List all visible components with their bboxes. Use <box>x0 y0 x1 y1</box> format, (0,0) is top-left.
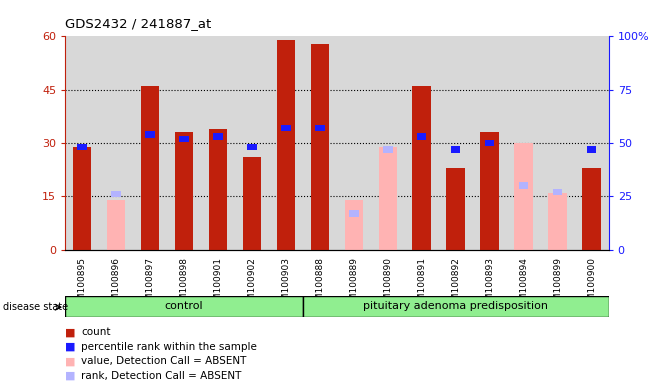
Bar <box>485 140 495 146</box>
Bar <box>107 200 126 250</box>
Bar <box>174 132 193 250</box>
Bar <box>480 132 499 250</box>
Text: pituitary adenoma predisposition: pituitary adenoma predisposition <box>363 301 548 311</box>
Bar <box>519 182 529 189</box>
Bar <box>208 129 227 250</box>
Bar <box>315 125 325 131</box>
Bar <box>548 193 567 250</box>
Bar <box>344 200 363 250</box>
Text: percentile rank within the sample: percentile rank within the sample <box>81 342 257 352</box>
Bar <box>141 86 159 250</box>
Bar <box>73 147 91 250</box>
Text: ■: ■ <box>65 371 76 381</box>
Bar <box>65 296 303 317</box>
Bar <box>311 44 329 250</box>
Text: ■: ■ <box>65 342 76 352</box>
Bar <box>413 86 431 250</box>
Bar <box>514 143 533 250</box>
Bar <box>277 40 296 250</box>
Bar <box>111 191 120 197</box>
Bar <box>214 134 223 140</box>
Bar <box>281 125 290 131</box>
Bar <box>145 131 155 138</box>
Text: count: count <box>81 327 111 337</box>
Bar <box>247 144 256 151</box>
Text: ■: ■ <box>65 356 76 366</box>
Text: control: control <box>165 301 203 311</box>
Bar <box>378 147 397 250</box>
Bar <box>77 144 87 151</box>
Bar <box>553 189 562 195</box>
Bar <box>383 146 393 152</box>
Bar <box>451 146 460 152</box>
Bar <box>447 168 465 250</box>
Bar <box>179 136 189 142</box>
Bar <box>303 296 609 317</box>
Bar <box>243 157 261 250</box>
Text: disease state: disease state <box>3 302 68 312</box>
Bar <box>583 168 601 250</box>
Text: rank, Detection Call = ABSENT: rank, Detection Call = ABSENT <box>81 371 242 381</box>
Text: value, Detection Call = ABSENT: value, Detection Call = ABSENT <box>81 356 247 366</box>
Bar <box>417 134 426 140</box>
Bar <box>349 210 359 217</box>
Text: ■: ■ <box>65 327 76 337</box>
Bar <box>587 146 596 152</box>
Text: GDS2432 / 241887_at: GDS2432 / 241887_at <box>65 17 212 30</box>
